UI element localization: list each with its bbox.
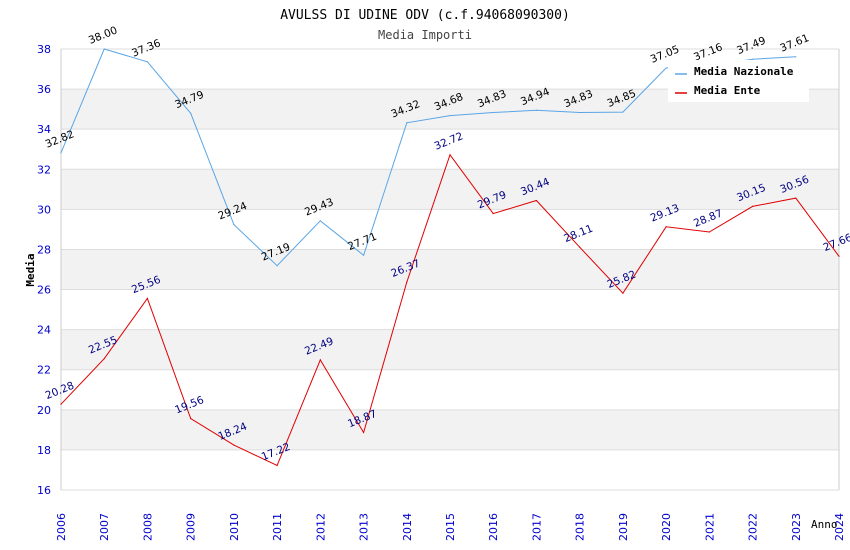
data-point-nazionale: [622, 111, 624, 113]
x-tick-label: 2013: [358, 513, 371, 541]
x-tick-label: 2017: [530, 513, 543, 541]
data-point-nazionale: [60, 152, 62, 154]
data-point-ente: [795, 197, 797, 199]
data-label-nazionale: 37.49: [735, 35, 767, 57]
x-tick-label: 2020: [660, 513, 673, 541]
x-axis-label: Anno: [811, 518, 838, 531]
data-point-nazionale: [535, 109, 538, 111]
y-tick-label: 34: [37, 123, 51, 136]
data-point-ente: [751, 205, 754, 207]
data-point-ente: [838, 255, 840, 257]
data-point-ente: [146, 297, 149, 299]
x-tick-label: 2022: [747, 513, 760, 541]
data-point-nazionale: [103, 48, 105, 50]
x-tick-label: 2015: [444, 513, 457, 541]
grid-band: [61, 249, 839, 290]
data-label-nazionale: 38.00: [87, 24, 119, 46]
chart-title: AVULSS DI UDINE ODV (c.f.94068090300): [280, 8, 570, 23]
data-point-ente: [233, 444, 235, 446]
legend-box: [668, 60, 809, 102]
data-label-nazionale: 37.61: [778, 32, 810, 54]
data-point-nazionale: [362, 254, 365, 256]
x-tick-label: 2009: [185, 513, 198, 541]
x-tick-label: 2008: [141, 513, 154, 541]
legend-label-nazionale: Media Nazionale: [694, 65, 794, 78]
y-tick-label: 30: [37, 203, 51, 216]
x-tick-label: 2021: [703, 513, 716, 541]
data-point-nazionale: [319, 220, 321, 222]
data-label-ente: 28.11: [562, 223, 594, 245]
data-point-nazionale: [665, 67, 667, 69]
x-tick-label: 2024: [833, 513, 846, 541]
y-tick-label: 26: [37, 284, 51, 297]
grid-bands: [60, 48, 840, 491]
x-tick-label: 2014: [401, 513, 414, 541]
x-tick-label: 2019: [617, 513, 630, 541]
data-point-nazionale: [449, 114, 451, 117]
data-point-nazionale: [751, 58, 754, 60]
y-tick-label: 16: [37, 484, 51, 497]
x-tick-label: 2010: [228, 513, 241, 541]
y-tick-label: 32: [37, 163, 51, 176]
x-tick-label: 2007: [98, 513, 111, 541]
data-point-ente: [449, 154, 451, 156]
data-point-ente: [406, 281, 408, 283]
data-point-ente: [492, 212, 494, 215]
data-label-nazionale: 37.36: [130, 37, 163, 60]
data-point-ente: [190, 418, 192, 420]
data-label-ente: 32.72: [433, 130, 465, 152]
y-tick-label: 28: [37, 243, 51, 256]
grid-band: [61, 329, 839, 370]
y-tick-label: 22: [37, 364, 51, 377]
x-tick-label: 2023: [790, 513, 803, 541]
data-point-nazionale: [233, 223, 235, 226]
data-point-nazionale: [276, 265, 278, 267]
x-tick-label: 2016: [487, 513, 500, 541]
data-point-ente: [362, 431, 365, 434]
data-point-nazionale: [146, 61, 149, 63]
x-tick-label: 2006: [55, 513, 68, 541]
legend-label-ente: Media Ente: [694, 84, 761, 97]
y-tick-label: 20: [37, 404, 51, 417]
x-axis: 2006 2007 2008 2009 2010 2011 2012 2013 2014 2015…: [55, 513, 846, 541]
grid-band: [61, 409, 839, 450]
data-point-nazionale: [795, 56, 797, 58]
data-point-ente: [276, 464, 278, 467]
grid-band: [61, 169, 839, 210]
y-tick-label: 38: [37, 43, 51, 56]
data-point-ente: [319, 359, 321, 361]
data-point-ente: [622, 292, 624, 294]
data-point-nazionale: [406, 122, 408, 124]
data-point-ente: [103, 358, 105, 360]
data-point-ente: [535, 199, 538, 202]
y-axis-label: Media: [24, 253, 37, 286]
data-point-nazionale: [190, 112, 192, 114]
y-axis: 16 18 20 22 24 26 28 30 32 34 36 38: [37, 43, 51, 497]
data-point-nazionale: [579, 111, 581, 114]
data-label-ente: 20.28: [44, 380, 76, 402]
data-point-ente: [579, 246, 581, 248]
x-tick-label: 2012: [314, 513, 327, 541]
x-tick-label: 2018: [574, 513, 587, 541]
chart-subtitle: Media Importi: [378, 28, 472, 42]
data-point-ente: [60, 403, 62, 405]
y-tick-label: 18: [37, 444, 51, 457]
data-point-ente: [665, 226, 667, 228]
data-point-nazionale: [492, 111, 494, 114]
data-point-ente: [708, 231, 710, 233]
x-tick-label: 2011: [271, 513, 284, 541]
y-tick-label: 24: [37, 324, 51, 337]
y-tick-label: 36: [37, 83, 51, 96]
legend: Media Nazionale Media Ente: [668, 60, 809, 102]
